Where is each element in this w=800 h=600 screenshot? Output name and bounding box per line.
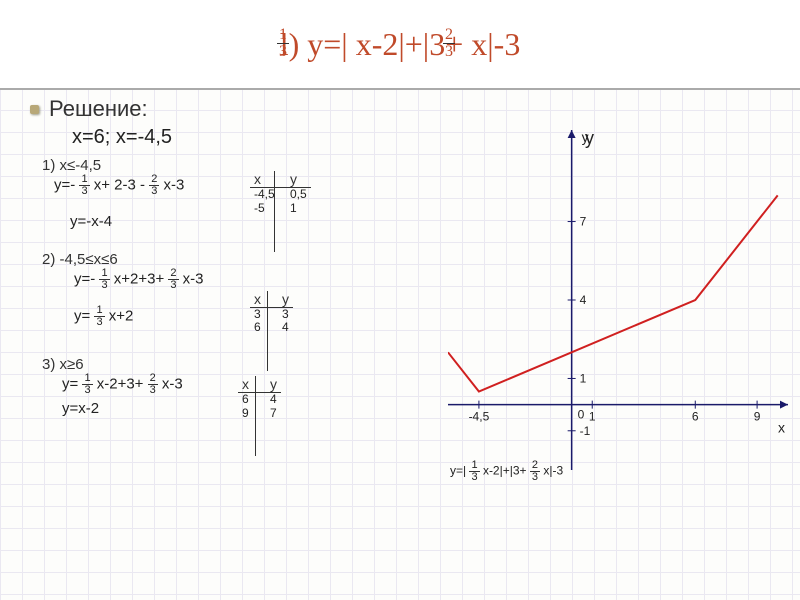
fraction: 13 (469, 460, 479, 483)
title-frac-2: 23 (443, 22, 455, 60)
case-3-table: xy 64 97 (238, 376, 281, 421)
fraction: 23 (530, 460, 540, 483)
title-frac-1: 13 (277, 22, 289, 60)
solution-heading: Решение: (30, 96, 780, 122)
case-1: 1) x≤-4,5 y=- 13 x+ 2-3 - 23 x-3 y=-x-4 … (42, 157, 780, 231)
function-caption: y=| 13 x-2|+|3+ 23 x|-3 (450, 460, 563, 483)
case-2: 2) -4,5≤x≤6 y=- 13 x+2+3+ 23 x-3 y= 13 x… (42, 251, 780, 328)
case-2-header: 2) -4,5≤x≤6 (42, 251, 780, 268)
table-divider (255, 376, 256, 457)
fraction: 13 (99, 268, 109, 291)
fraction: 13 (94, 305, 104, 328)
case-3-header: 3) x≥6 (42, 356, 780, 373)
title-text: l) y=| x-2|+|3+ x|-3 (280, 26, 521, 62)
fraction: 23 (149, 174, 159, 197)
case-1-table: xy -4,50,5 -51 (250, 171, 311, 216)
slide-body: Решение: x=6; x=-4,5 1) x≤-4,5 y=- 13 x+… (0, 90, 800, 417)
fraction: 23 (148, 373, 158, 396)
fraction: 13 (82, 373, 92, 396)
case-2-result: y= 13 x+2 (74, 305, 780, 328)
svg-text:x: x (778, 420, 785, 436)
case-1-header: 1) x≤-4,5 (42, 157, 780, 174)
case-3-expr: y= 13 x-2+3+ 23 x-3 (62, 373, 780, 396)
case-2-expr: y=- 13 x+2+3+ 23 x-3 (74, 268, 780, 291)
case-3: 3) x≥6 y= 13 x-2+3+ 23 x-3 y=x-2 xy 64 9… (42, 356, 780, 418)
slide-header: l) y=| x-2|+|3+ x|-3 13 23 (0, 0, 800, 90)
critical-points: x=6; x=-4,5 (72, 126, 780, 149)
solution-label: Решение: (49, 96, 148, 122)
fraction: 23 (168, 268, 178, 291)
case-3-result: y=x-2 (62, 400, 780, 417)
case-1-expr: y=- 13 x+ 2-3 - 23 x-3 (54, 174, 780, 197)
table-divider (274, 171, 275, 252)
bullet-icon (30, 105, 39, 114)
case-2-table: xy 33 64 (250, 291, 293, 336)
svg-text:-1: -1 (580, 424, 591, 438)
fraction: 13 (79, 174, 89, 197)
slide-title: l) y=| x-2|+|3+ x|-3 13 23 (280, 26, 521, 63)
case-1-result: y=-x-4 (70, 213, 780, 230)
